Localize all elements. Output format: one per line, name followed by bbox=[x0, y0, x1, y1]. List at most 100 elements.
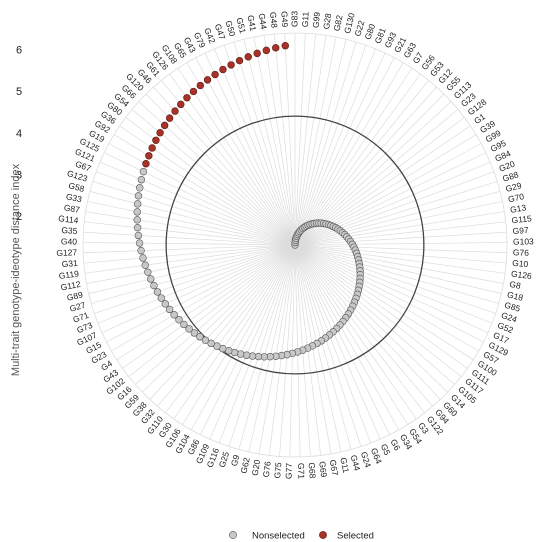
grid-spoke bbox=[142, 247, 293, 393]
genotype-label: G24 bbox=[359, 450, 374, 469]
data-point-G109 bbox=[242, 351, 251, 359]
grid-spoke bbox=[298, 171, 495, 244]
outer-circle bbox=[82, 32, 508, 458]
genotype-label: G6 bbox=[389, 438, 403, 453]
grid-spoke bbox=[97, 246, 292, 324]
data-point-G43 bbox=[203, 76, 212, 84]
data-point-G112 bbox=[144, 268, 152, 276]
genotype-label: G20 bbox=[250, 459, 263, 477]
grid-spoke bbox=[296, 248, 381, 440]
grid-spoke bbox=[92, 181, 292, 245]
grid-spoke bbox=[128, 247, 293, 377]
data-point-G108 bbox=[189, 87, 198, 96]
legend-label-selected: Selected bbox=[337, 531, 374, 542]
genotype-label: G51 bbox=[234, 16, 248, 34]
grid-spoke bbox=[298, 246, 489, 333]
grid-spoke bbox=[296, 248, 372, 444]
data-point-G66 bbox=[160, 121, 169, 130]
data-point-G65 bbox=[196, 81, 205, 90]
data-point-G49 bbox=[281, 42, 289, 50]
grid-spoke bbox=[296, 62, 404, 242]
grid-spoke bbox=[228, 248, 295, 447]
data-point-G41 bbox=[253, 49, 261, 58]
grid-spoke bbox=[298, 245, 506, 274]
grid-spoke bbox=[297, 247, 448, 393]
grid-spoke bbox=[297, 247, 441, 400]
grid-spoke bbox=[298, 245, 502, 294]
genotype-label: G58 bbox=[67, 180, 85, 194]
data-point-G33 bbox=[133, 208, 141, 216]
data-point-G51 bbox=[244, 53, 252, 61]
genotype-label: G9 bbox=[229, 453, 242, 467]
grid-spoke bbox=[298, 244, 507, 264]
grid-spoke bbox=[101, 246, 292, 333]
grid-spoke bbox=[297, 86, 437, 243]
grid-spoke bbox=[296, 57, 395, 242]
grid-spoke bbox=[209, 248, 294, 440]
grid-spoke bbox=[295, 33, 316, 242]
radial-tick-label: 5 bbox=[16, 86, 22, 98]
genotype-labels: G83 G11 G99 G28G82G130G22G80G81G93G21G63G7G… bbox=[56, 11, 534, 480]
grid-spoke bbox=[297, 248, 417, 420]
grid-spoke bbox=[296, 248, 408, 425]
grid-spoke bbox=[298, 221, 506, 245]
grid-spoke bbox=[258, 248, 295, 454]
grid-spoke bbox=[86, 245, 292, 284]
grid-spoke bbox=[223, 45, 294, 242]
grid-spoke bbox=[263, 35, 295, 242]
grid-spoke bbox=[173, 248, 293, 420]
grid-spoke bbox=[295, 248, 332, 454]
grid-spoke bbox=[284, 33, 296, 242]
grid-spoke bbox=[253, 36, 295, 242]
data-point-G54 bbox=[156, 129, 164, 137]
grid-spoke bbox=[116, 246, 292, 361]
genotype-label: G99 bbox=[310, 11, 322, 28]
grid-spoke bbox=[218, 248, 294, 444]
genotype-label: G18 bbox=[506, 289, 524, 302]
genotype-label: G10 bbox=[512, 258, 529, 269]
grid-spoke bbox=[177, 67, 294, 242]
grid-spoke bbox=[83, 231, 292, 246]
grid-spoke bbox=[298, 242, 507, 246]
grid-spoke bbox=[84, 245, 292, 274]
grid-spoke bbox=[149, 247, 293, 400]
data-point-G48 bbox=[272, 44, 280, 52]
data-point-G89 bbox=[147, 275, 155, 283]
grid-spoke bbox=[83, 242, 292, 246]
data-point-G50 bbox=[235, 56, 244, 65]
radial-tick-label: 4 bbox=[16, 128, 22, 140]
genotype-label: G13 bbox=[509, 202, 527, 214]
grid-spoke bbox=[297, 247, 462, 377]
genotype-label: G83 bbox=[289, 11, 299, 27]
data-point-G102 bbox=[185, 325, 193, 333]
genotype-label: G31 bbox=[61, 258, 78, 269]
data-point-G87 bbox=[133, 216, 141, 224]
data-point-G58 bbox=[133, 200, 142, 208]
grid-spoke bbox=[298, 246, 474, 361]
genotype-label: G40 bbox=[61, 236, 77, 246]
grid-spoke bbox=[87, 201, 292, 245]
genotype-label: G68 bbox=[307, 462, 318, 479]
grid-spoke bbox=[89, 191, 292, 245]
grid-spoke bbox=[84, 221, 292, 245]
grid-spoke bbox=[274, 33, 295, 242]
grid-spoke bbox=[297, 101, 452, 243]
data-point-G42 bbox=[219, 65, 227, 74]
data-point-G125 bbox=[139, 167, 148, 176]
grid-spoke bbox=[85, 211, 292, 245]
data-point-G47 bbox=[227, 61, 235, 69]
genotype-label: G29 bbox=[504, 180, 522, 194]
data-point-G92 bbox=[145, 152, 153, 160]
grid-spoke bbox=[296, 52, 386, 242]
data-point-G73 bbox=[157, 294, 165, 302]
grid-spoke bbox=[296, 45, 367, 242]
data-point-G80 bbox=[152, 136, 160, 144]
grid-spoke bbox=[295, 248, 342, 453]
data-point-G127 bbox=[137, 246, 145, 255]
grid-spoke bbox=[296, 248, 390, 435]
genotype-label: G5 bbox=[379, 442, 393, 457]
grid-spoke bbox=[95, 171, 292, 244]
concentric-circles bbox=[82, 32, 508, 458]
grid-spoke bbox=[298, 246, 484, 343]
